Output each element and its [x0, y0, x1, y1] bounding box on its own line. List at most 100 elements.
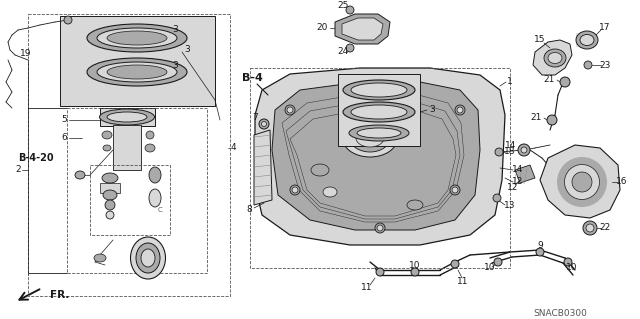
- Bar: [90, 165, 170, 235]
- Circle shape: [64, 16, 72, 24]
- Text: 14: 14: [504, 142, 516, 151]
- Text: 20: 20: [317, 24, 328, 33]
- Ellipse shape: [572, 172, 592, 192]
- Text: 14: 14: [512, 166, 524, 174]
- Text: 13: 13: [504, 201, 516, 210]
- Ellipse shape: [357, 128, 401, 138]
- Text: 3: 3: [172, 26, 178, 34]
- Ellipse shape: [103, 145, 111, 151]
- Circle shape: [287, 107, 293, 113]
- Bar: [100, 183, 120, 193]
- Polygon shape: [255, 68, 505, 245]
- Ellipse shape: [564, 165, 600, 199]
- Text: 6: 6: [61, 133, 67, 143]
- Ellipse shape: [131, 237, 166, 279]
- Circle shape: [457, 107, 463, 113]
- Circle shape: [346, 6, 354, 14]
- Circle shape: [584, 61, 592, 69]
- Ellipse shape: [107, 31, 167, 45]
- Circle shape: [536, 248, 544, 256]
- Text: 3: 3: [429, 106, 435, 115]
- Ellipse shape: [351, 83, 407, 97]
- Ellipse shape: [343, 102, 415, 122]
- Circle shape: [106, 211, 114, 219]
- Text: 11: 11: [361, 284, 372, 293]
- Ellipse shape: [87, 24, 187, 52]
- Circle shape: [346, 44, 354, 52]
- Text: 5: 5: [61, 115, 67, 124]
- Text: 8: 8: [246, 205, 252, 214]
- Bar: [250, 68, 510, 268]
- Polygon shape: [533, 40, 572, 75]
- Polygon shape: [254, 130, 272, 205]
- Ellipse shape: [102, 173, 118, 183]
- Circle shape: [375, 223, 385, 233]
- Circle shape: [376, 268, 384, 276]
- Circle shape: [455, 105, 465, 115]
- Ellipse shape: [311, 164, 329, 176]
- Bar: [113, 125, 141, 170]
- Bar: [60, 16, 215, 106]
- Circle shape: [262, 122, 266, 127]
- Text: 12: 12: [508, 183, 518, 192]
- Circle shape: [377, 225, 383, 231]
- Ellipse shape: [323, 187, 337, 197]
- Text: 7: 7: [252, 114, 258, 122]
- Circle shape: [292, 187, 298, 193]
- Text: 10: 10: [409, 261, 420, 270]
- Text: 16: 16: [616, 177, 628, 187]
- Circle shape: [105, 200, 115, 210]
- Ellipse shape: [87, 58, 187, 86]
- Circle shape: [450, 185, 460, 195]
- Circle shape: [494, 258, 502, 266]
- Circle shape: [451, 260, 459, 268]
- Text: B-4-20: B-4-20: [18, 153, 54, 163]
- Ellipse shape: [75, 171, 85, 179]
- Text: 3: 3: [172, 61, 178, 70]
- Text: 19: 19: [20, 48, 31, 57]
- Text: SNACB0300: SNACB0300: [533, 308, 587, 317]
- Ellipse shape: [407, 200, 423, 210]
- Text: 4: 4: [230, 144, 236, 152]
- Text: 3: 3: [184, 46, 190, 55]
- Text: 23: 23: [599, 61, 611, 70]
- Ellipse shape: [548, 53, 562, 63]
- Ellipse shape: [146, 131, 154, 139]
- Polygon shape: [540, 145, 620, 218]
- Text: 22: 22: [600, 224, 611, 233]
- Ellipse shape: [136, 243, 160, 273]
- Ellipse shape: [356, 129, 384, 147]
- Circle shape: [493, 194, 501, 202]
- Polygon shape: [272, 82, 480, 230]
- Circle shape: [452, 187, 458, 193]
- Polygon shape: [515, 165, 535, 183]
- Ellipse shape: [557, 157, 607, 207]
- Text: 24: 24: [337, 48, 349, 56]
- Text: C: C: [157, 207, 163, 213]
- Bar: [338, 74, 420, 146]
- Circle shape: [495, 148, 503, 156]
- Text: 21: 21: [543, 76, 555, 85]
- Text: 11: 11: [457, 278, 468, 286]
- Text: 21: 21: [531, 114, 542, 122]
- Text: FR.: FR.: [50, 290, 69, 300]
- Ellipse shape: [576, 31, 598, 49]
- Text: 17: 17: [599, 24, 611, 33]
- Ellipse shape: [107, 65, 167, 79]
- Polygon shape: [342, 18, 383, 40]
- Text: 2: 2: [15, 166, 21, 174]
- Ellipse shape: [149, 189, 161, 207]
- Ellipse shape: [141, 249, 155, 267]
- Text: B-4: B-4: [241, 73, 262, 83]
- Ellipse shape: [343, 80, 415, 100]
- Text: 15: 15: [534, 35, 546, 44]
- Polygon shape: [335, 14, 390, 44]
- Text: 1: 1: [507, 78, 513, 86]
- Bar: [100, 108, 155, 126]
- Circle shape: [547, 115, 557, 125]
- Ellipse shape: [351, 105, 407, 119]
- Bar: [28, 14, 230, 296]
- Ellipse shape: [103, 190, 117, 200]
- Ellipse shape: [349, 125, 409, 141]
- Bar: [67, 108, 207, 273]
